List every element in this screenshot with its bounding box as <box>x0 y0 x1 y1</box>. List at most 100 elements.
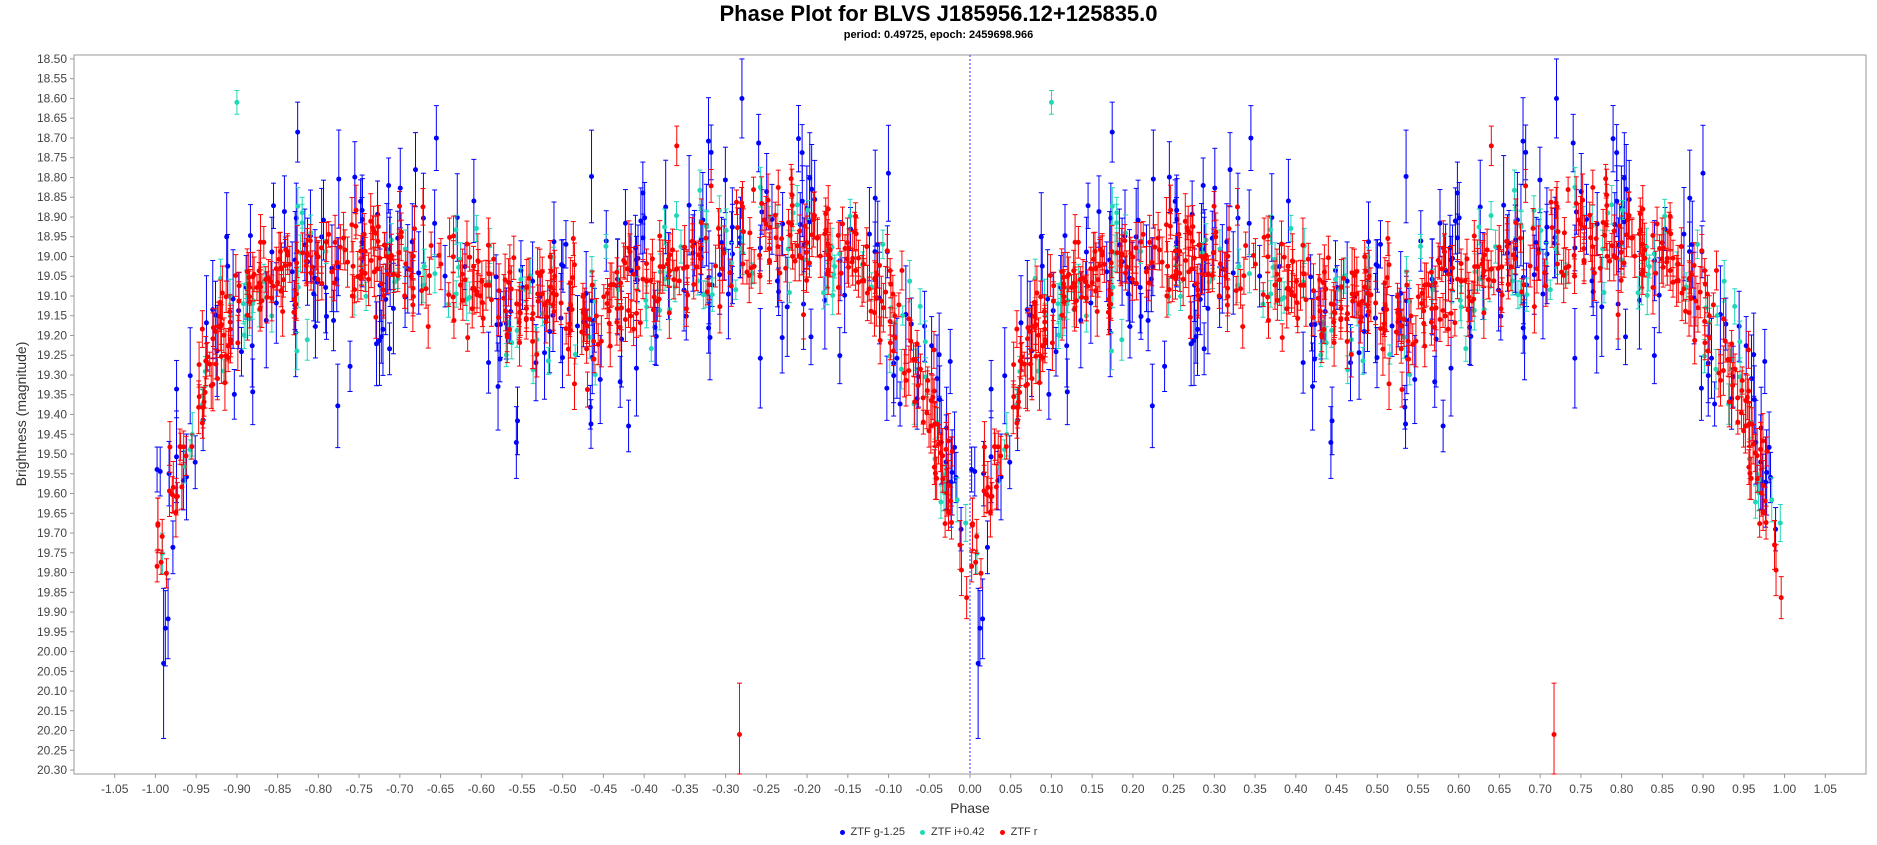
data-point-g <box>224 234 230 240</box>
data-point-r <box>268 279 274 285</box>
data-point-i <box>467 295 473 301</box>
data-point-g <box>1064 343 1070 349</box>
data-point-g <box>1174 207 1180 213</box>
data-point-g <box>1709 355 1715 361</box>
data-point-i <box>923 374 929 380</box>
data-point-r <box>353 223 359 229</box>
data-point-r <box>751 187 757 193</box>
data-point-r <box>892 313 898 319</box>
x-tick-label: -0.10 <box>875 782 903 796</box>
data-point-r <box>1183 258 1189 264</box>
data-point-g <box>837 353 843 359</box>
data-point-r <box>1035 332 1041 338</box>
data-point-r <box>1101 261 1107 267</box>
data-point-i <box>805 207 811 213</box>
data-point-g <box>1224 239 1230 245</box>
data-point-i <box>1217 246 1223 252</box>
data-point-i <box>1732 303 1738 309</box>
data-point-r <box>488 297 494 303</box>
x-tick-label: -0.50 <box>549 782 577 796</box>
data-point-r <box>539 291 545 297</box>
data-point-i <box>1329 328 1335 334</box>
data-point-g <box>1610 136 1616 142</box>
data-point-r <box>666 310 672 316</box>
data-point-g <box>1312 322 1318 328</box>
data-point-r <box>746 272 752 278</box>
data-point-r <box>974 533 980 539</box>
data-point-r <box>294 249 300 255</box>
data-point-g <box>359 207 365 213</box>
data-point-i <box>1713 366 1719 372</box>
y-tick-label: 19.15 <box>37 309 67 323</box>
data-point-r <box>1211 203 1217 209</box>
data-point-g <box>1522 335 1528 341</box>
data-point-g <box>1751 352 1757 358</box>
data-point-g <box>653 333 659 339</box>
data-point-r <box>287 261 293 267</box>
data-point-i <box>514 328 520 334</box>
x-tick-label: 0.50 <box>1366 782 1390 796</box>
data-point-r <box>1591 270 1597 276</box>
data-point-g <box>922 323 928 329</box>
data-point-g <box>1285 198 1291 204</box>
data-point-g <box>1308 274 1314 280</box>
data-point-g <box>984 544 990 550</box>
data-point-r <box>436 252 442 258</box>
y-tick-label: 19.65 <box>37 506 67 520</box>
data-point-i <box>503 352 509 358</box>
data-point-g <box>1599 304 1605 310</box>
y-tick-label: 19.40 <box>37 408 67 422</box>
data-point-g <box>331 317 337 323</box>
data-point-g <box>633 365 639 371</box>
data-point-g <box>533 360 539 366</box>
data-point-r <box>402 293 408 299</box>
data-point-g <box>416 270 422 276</box>
data-point-g <box>335 403 341 409</box>
data-point-r <box>773 235 779 241</box>
data-point-r <box>1143 269 1149 275</box>
data-point-i <box>1407 372 1413 378</box>
y-tick-label: 18.75 <box>37 151 67 165</box>
data-point-g <box>1088 300 1094 306</box>
data-point-g <box>1552 240 1558 246</box>
data-point-g <box>1039 263 1045 269</box>
y-tick-label: 19.25 <box>37 348 67 362</box>
data-point-g <box>1200 183 1206 189</box>
data-point-g <box>273 300 279 306</box>
data-point-r <box>385 271 391 277</box>
data-point-g <box>1083 249 1089 255</box>
data-point-g <box>1456 215 1462 221</box>
data-point-r <box>167 444 173 450</box>
data-point-i <box>1476 224 1482 230</box>
data-point-g <box>722 177 728 183</box>
y-tick-label: 18.65 <box>37 111 67 125</box>
data-point-i <box>723 227 729 233</box>
data-point-r <box>337 244 343 250</box>
data-point-r <box>1484 247 1490 253</box>
y-tick-label: 18.70 <box>37 131 67 145</box>
data-point-r <box>887 318 893 324</box>
data-point-i <box>1769 497 1775 503</box>
x-tick-label: -0.05 <box>916 782 944 796</box>
x-tick-label: -0.55 <box>508 782 536 796</box>
data-point-r <box>584 387 590 393</box>
data-point-i <box>1737 374 1743 380</box>
y-tick-label: 20.30 <box>37 763 67 777</box>
data-point-r <box>1119 251 1125 257</box>
data-point-i <box>938 499 944 505</box>
y-tick-label: 19.55 <box>37 467 67 481</box>
data-point-r <box>957 542 963 548</box>
y-tick-label: 19.20 <box>37 328 67 342</box>
chart-title: Phase Plot for BLVS J185956.12+125835.0 <box>0 0 1877 28</box>
data-point-g <box>717 272 723 278</box>
y-tick-label: 20.10 <box>37 684 67 698</box>
data-point-i <box>922 339 928 345</box>
data-point-i <box>1110 284 1116 290</box>
data-point-g <box>1432 379 1438 385</box>
data-point-r <box>506 326 512 332</box>
data-point-g <box>390 306 396 312</box>
data-point-i <box>241 332 247 338</box>
data-point-i <box>1108 348 1114 354</box>
y-tick-label: 19.80 <box>37 566 67 580</box>
data-point-i <box>830 292 836 298</box>
